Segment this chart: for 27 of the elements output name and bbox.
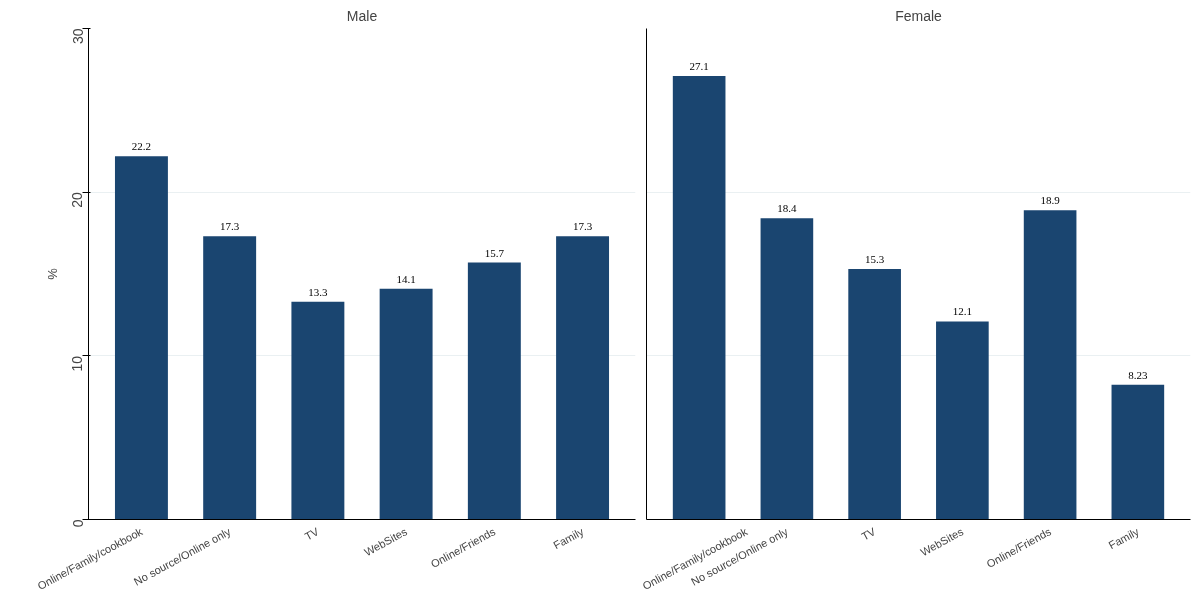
data-label: 12.1 — [952, 305, 972, 318]
data-label: 17.3 — [572, 220, 593, 233]
y-tick-label: 0 — [69, 519, 86, 528]
data-label: 22.2 — [131, 140, 152, 153]
data-label: 15.7 — [484, 246, 505, 259]
data-label: 8.23 — [1128, 368, 1148, 381]
data-label: 17.3 — [220, 220, 240, 233]
data-label: 14.1 — [396, 272, 416, 285]
y-axis-title: % — [44, 267, 60, 280]
chart-title: Female — [895, 7, 943, 24]
bar — [760, 218, 814, 520]
data-label: 13.3 — [308, 285, 329, 298]
chart-title: Male — [346, 7, 378, 24]
bar — [1023, 210, 1077, 520]
data-label: 27.1 — [689, 59, 709, 72]
data-label: 18.9 — [1040, 194, 1061, 207]
y-tick-label: 30 — [69, 28, 86, 45]
y-tick-label: 20 — [69, 191, 86, 208]
bar — [1111, 384, 1165, 520]
data-label: 18.4 — [777, 202, 798, 215]
bar — [936, 321, 989, 520]
y-tick-label: 10 — [69, 355, 86, 372]
bar — [672, 75, 726, 520]
x-tick-label: TV — [302, 524, 322, 543]
data-label: 15.3 — [865, 253, 885, 266]
bar — [848, 269, 901, 520]
x-tick-label: TV — [859, 524, 879, 543]
